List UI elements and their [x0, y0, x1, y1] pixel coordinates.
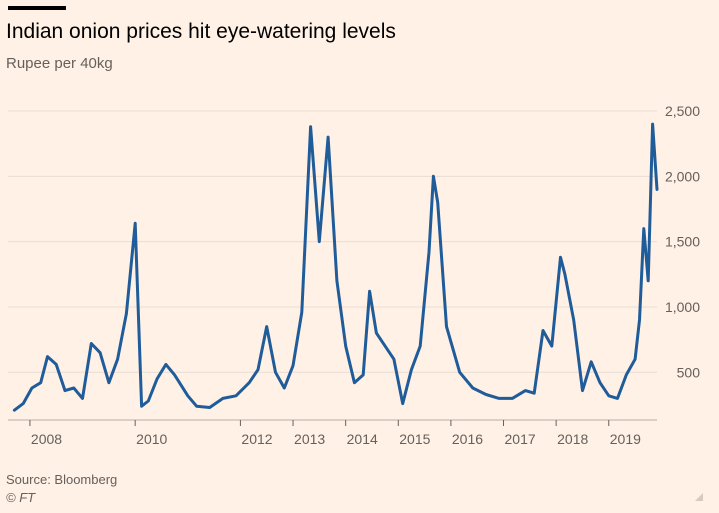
- y-tick-label: 500: [677, 364, 701, 380]
- x-tick-label: 2014: [347, 431, 378, 447]
- chart-title: Indian onion prices hit eye-watering lev…: [6, 20, 396, 43]
- x-axis-ticks: 2008 2010 2012 2013 2014 2015 2016 2017 2018 2019: [8, 419, 657, 447]
- y-tick-label: 1,000: [665, 299, 700, 315]
- chart-subtitle: Rupee per 40kg: [6, 55, 113, 72]
- source-note: Source: Bloomberg: [6, 472, 118, 487]
- series-line: [12, 122, 659, 412]
- line-chart: 500 1,000 1,500 2,000 2,500 2008 2010 2012 2013…: [8, 103, 700, 447]
- x-tick-label: 2012: [241, 431, 272, 447]
- ft-top-bar: [8, 6, 66, 10]
- x-tick-label: 2015: [399, 431, 430, 447]
- y-tick-label: 2,500: [665, 103, 700, 119]
- copyright: © FT: [6, 490, 36, 505]
- resize-corner-icon[interactable]: [695, 493, 703, 501]
- y-axis-ticks: 500 1,000 1,500 2,000 2,500: [665, 103, 700, 380]
- x-tick-label: 2013: [294, 431, 325, 447]
- y-tick-label: 2,000: [665, 168, 700, 184]
- x-tick-label: 2008: [31, 431, 62, 447]
- x-tick-label: 2017: [505, 431, 536, 447]
- x-tick-label: 2010: [136, 431, 167, 447]
- y-tick-label: 1,500: [665, 234, 700, 250]
- gridlines: [8, 110, 657, 373]
- x-tick-label: 2016: [452, 431, 483, 447]
- series-group: [12, 122, 659, 412]
- x-tick-label: 2018: [557, 431, 588, 447]
- x-tick-label: 2019: [610, 431, 641, 447]
